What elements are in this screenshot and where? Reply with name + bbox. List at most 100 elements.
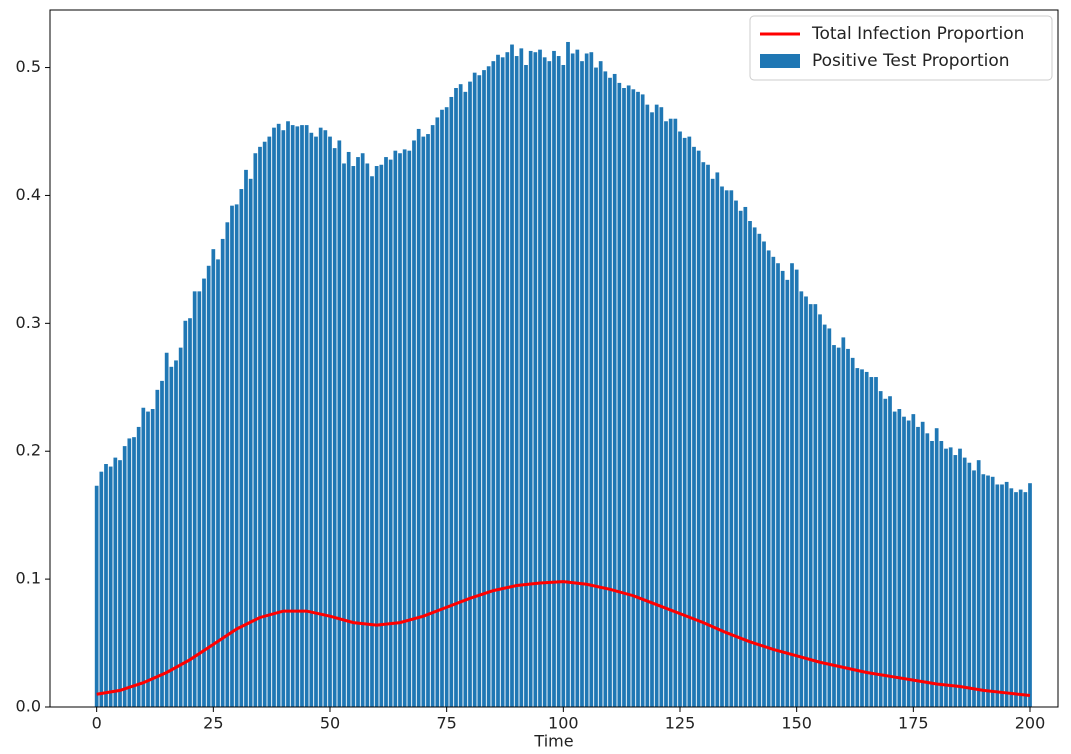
bar <box>342 163 346 707</box>
legend-label: Total Infection Proportion <box>811 24 1024 44</box>
bar <box>738 210 743 707</box>
bar <box>846 348 850 707</box>
bar <box>183 320 188 707</box>
bar <box>696 150 701 707</box>
bar <box>202 278 206 707</box>
bar <box>524 64 528 707</box>
bar <box>188 318 192 707</box>
bar <box>542 57 547 707</box>
bar <box>272 127 276 708</box>
x-tick-label: 0 <box>92 714 102 733</box>
bar <box>468 81 472 707</box>
bar <box>416 128 421 707</box>
bar <box>720 186 724 708</box>
x-tick-label: 150 <box>781 714 812 733</box>
bar <box>108 466 113 707</box>
bar <box>682 137 687 708</box>
bar <box>920 421 925 707</box>
bar <box>799 291 804 707</box>
bar <box>435 117 440 708</box>
bar <box>547 61 552 708</box>
bar <box>869 377 874 707</box>
bar <box>486 66 491 708</box>
bar <box>626 85 631 707</box>
bar <box>566 41 570 708</box>
bar <box>393 150 398 707</box>
bar <box>794 269 799 707</box>
bar <box>430 125 435 708</box>
bar <box>454 88 458 708</box>
bar <box>337 140 342 708</box>
bar <box>300 125 304 708</box>
bar <box>836 347 841 707</box>
bar <box>421 136 426 707</box>
bar <box>323 130 328 708</box>
bar <box>790 263 794 707</box>
bar <box>482 70 486 707</box>
bar <box>398 153 402 707</box>
bar <box>230 205 234 707</box>
bar <box>519 48 524 708</box>
bar <box>155 389 160 707</box>
bar <box>715 172 720 708</box>
bar <box>850 357 855 707</box>
bar <box>780 270 785 707</box>
bar <box>967 462 972 707</box>
bar <box>244 169 248 708</box>
bar <box>356 157 360 708</box>
bar <box>104 464 108 707</box>
bar <box>346 151 351 708</box>
bar <box>458 84 463 707</box>
bar <box>958 448 962 707</box>
bar <box>906 420 911 707</box>
bar <box>692 146 696 707</box>
bar <box>925 433 930 707</box>
bar <box>892 411 897 707</box>
bar <box>953 455 958 707</box>
bar <box>169 366 174 707</box>
bar <box>939 440 944 707</box>
bar <box>374 166 379 707</box>
line <box>96 580 1031 697</box>
bar <box>136 426 141 707</box>
bar <box>463 91 468 707</box>
bar <box>192 291 197 707</box>
bar <box>258 146 262 707</box>
bar <box>948 447 953 707</box>
bar <box>594 67 598 707</box>
bar <box>178 347 183 707</box>
bar <box>785 279 790 707</box>
bar <box>234 204 239 708</box>
bar <box>860 369 864 707</box>
bar <box>561 64 566 707</box>
x-tick-label: 50 <box>320 714 340 733</box>
bar <box>365 163 370 707</box>
bar <box>1028 483 1032 707</box>
legend-box <box>749 15 1053 81</box>
bar <box>510 44 514 707</box>
bar <box>164 352 169 707</box>
bar <box>449 96 454 707</box>
bar <box>1018 489 1023 707</box>
bar <box>762 241 766 708</box>
bar <box>706 164 710 707</box>
bar <box>766 250 771 707</box>
bar <box>360 153 365 707</box>
bar <box>995 484 1000 707</box>
bar <box>603 71 608 708</box>
bar <box>659 107 664 707</box>
bar <box>118 460 122 707</box>
bar <box>617 82 622 708</box>
bar <box>538 49 542 707</box>
bar <box>701 162 706 708</box>
bar <box>384 157 388 708</box>
bar <box>370 176 374 707</box>
bar <box>841 337 846 707</box>
bar <box>253 153 258 707</box>
bar <box>608 77 612 707</box>
bar <box>267 136 272 707</box>
bar <box>640 94 645 707</box>
x-tick-label: 175 <box>898 714 929 733</box>
bar <box>678 131 682 707</box>
bar <box>225 222 230 707</box>
